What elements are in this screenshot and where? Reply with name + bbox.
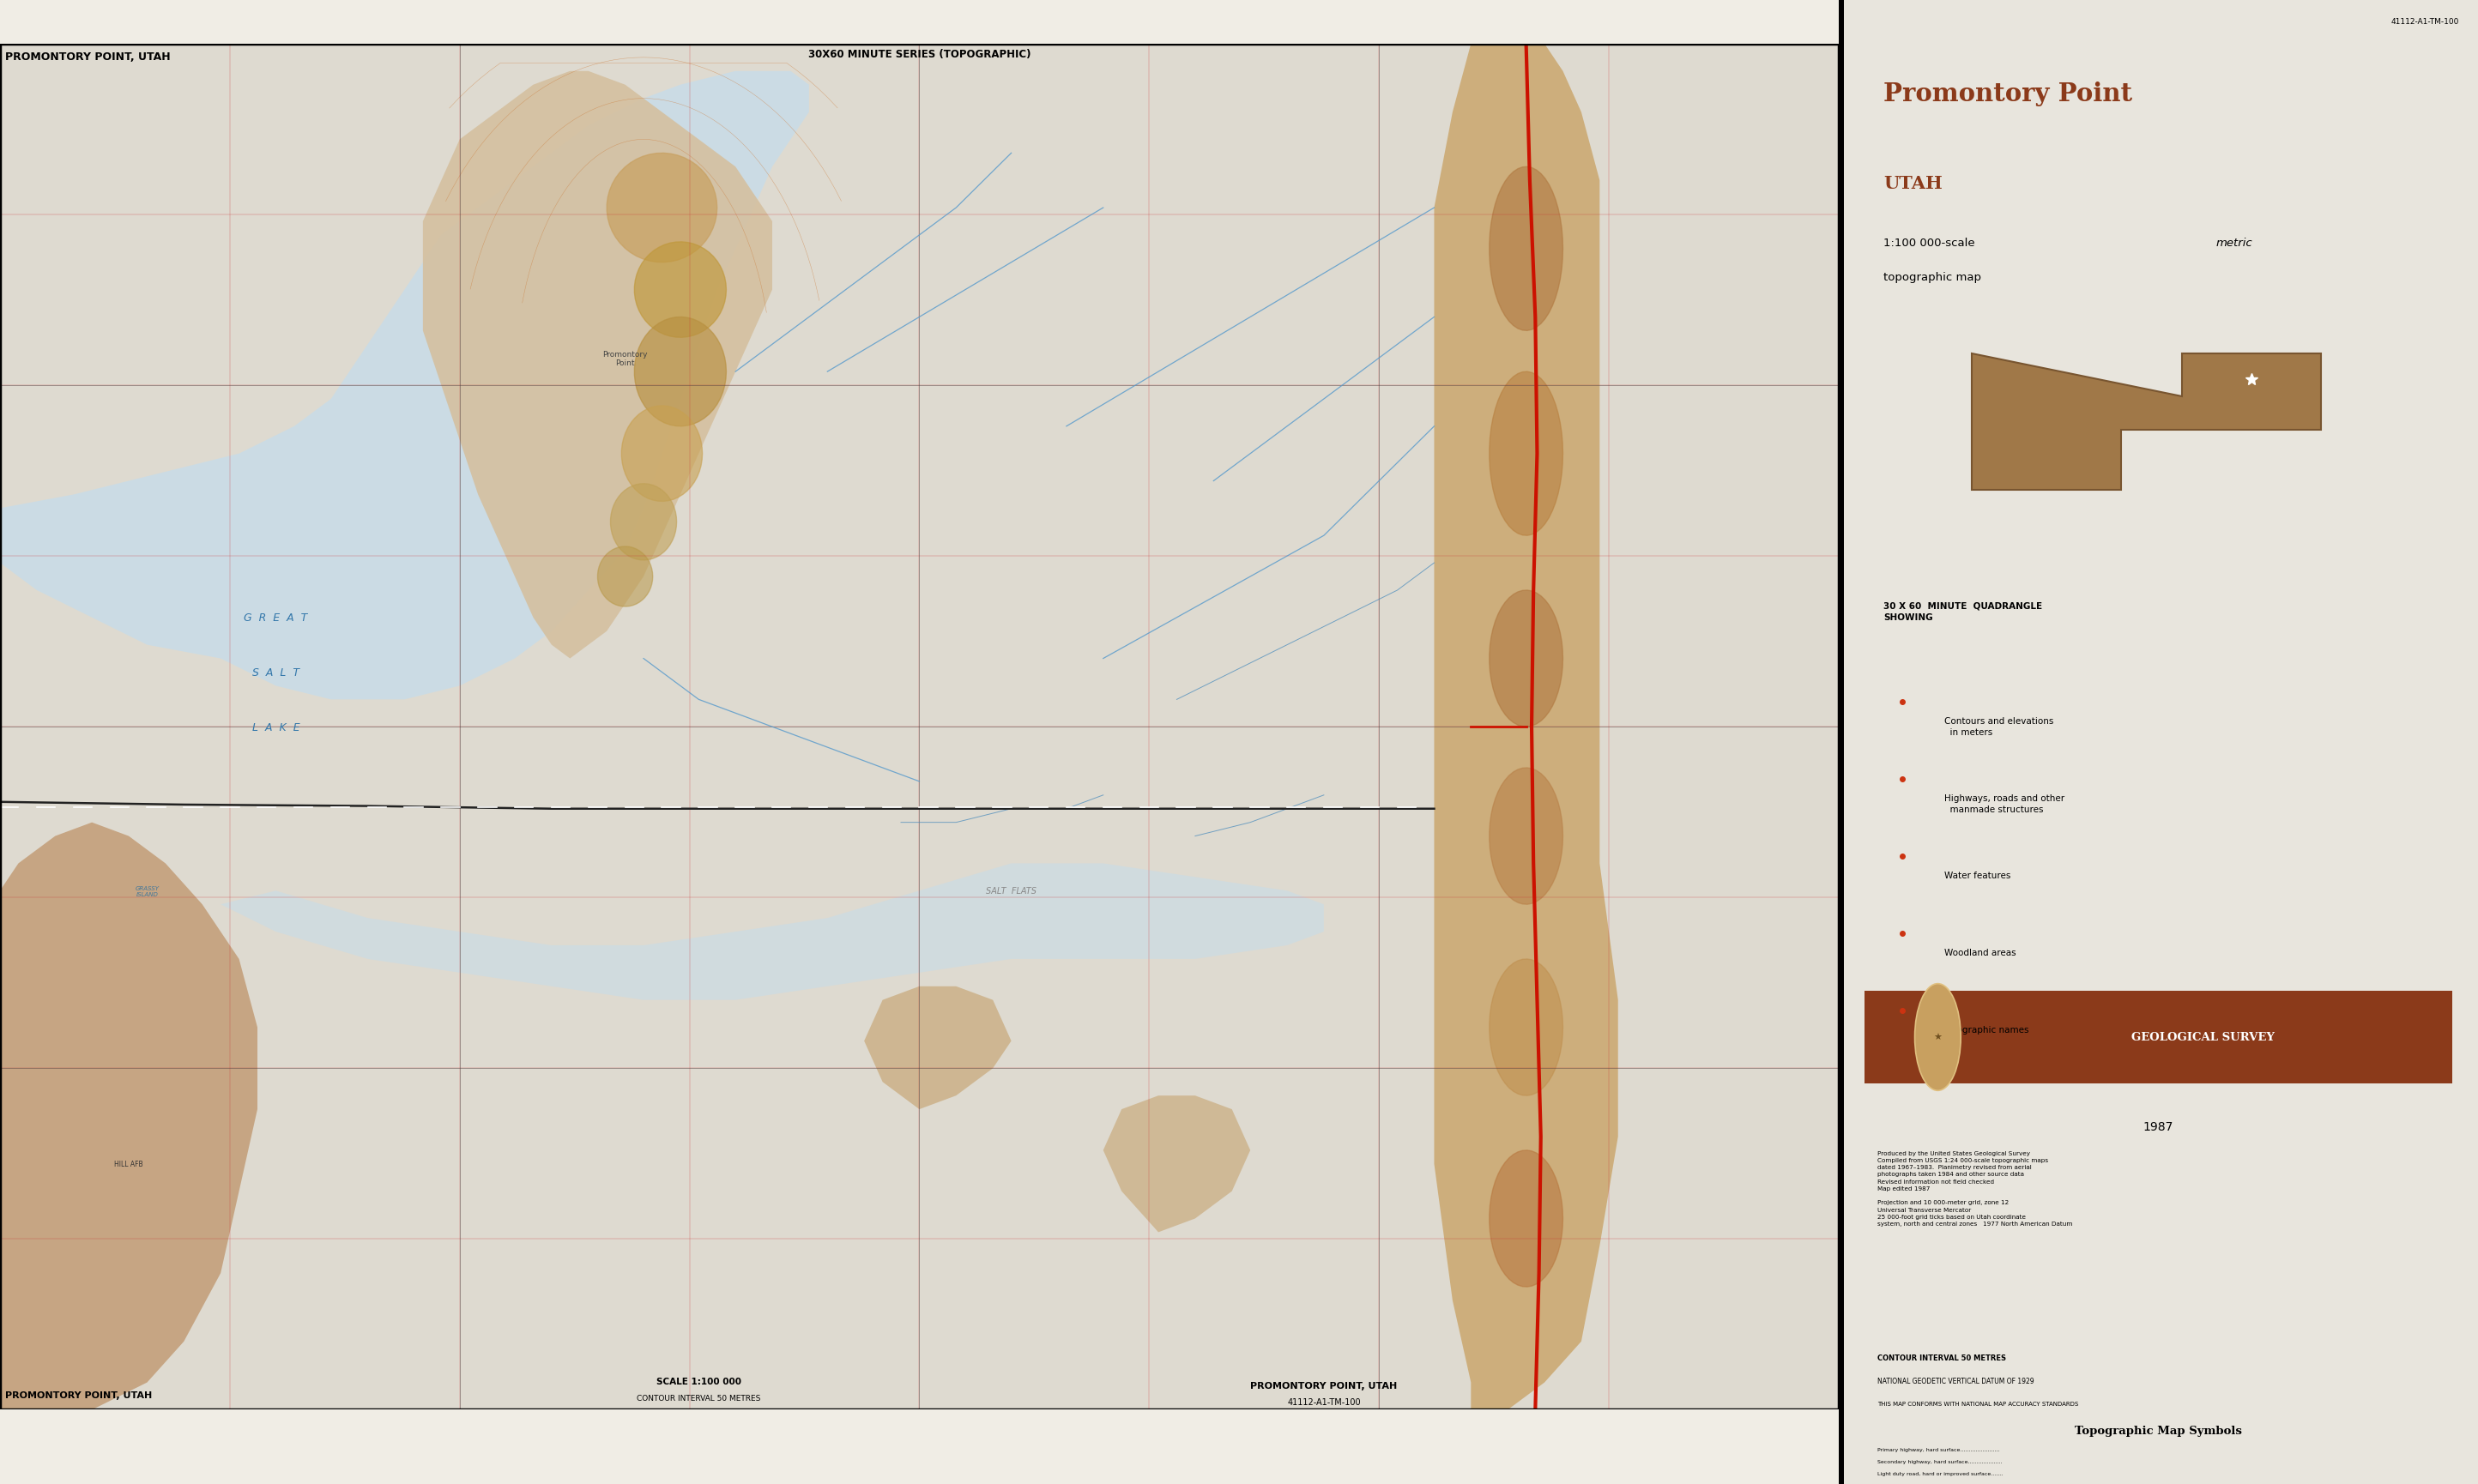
Text: 1987: 1987 bbox=[2143, 1120, 2173, 1132]
Polygon shape bbox=[634, 318, 726, 427]
Text: CONTOUR INTERVAL 50 METRES: CONTOUR INTERVAL 50 METRES bbox=[1876, 1353, 2005, 1361]
Text: GEOLOGICAL SURVEY: GEOLOGICAL SURVEY bbox=[2131, 1031, 2275, 1043]
Text: 30 X 60  MINUTE  QUADRANGLE
SHOWING: 30 X 60 MINUTE QUADRANGLE SHOWING bbox=[1883, 601, 2042, 622]
Text: HILL AFB: HILL AFB bbox=[114, 1160, 144, 1168]
Text: Primary highway, hard surface.......................: Primary highway, hard surface...........… bbox=[1876, 1447, 2000, 1451]
Text: S  A  L  T: S A L T bbox=[253, 666, 300, 678]
Text: Contours and elevations
  in meters: Contours and elevations in meters bbox=[1945, 717, 2054, 736]
Text: 1:100 000-scale: 1:100 000-scale bbox=[1883, 237, 1977, 249]
Text: CONTOUR INTERVAL 50 METRES: CONTOUR INTERVAL 50 METRES bbox=[637, 1393, 761, 1401]
Text: Light duty road, hard or improved surface.......: Light duty road, hard or improved surfac… bbox=[1876, 1471, 2002, 1475]
Text: Promontory
Point: Promontory Point bbox=[602, 350, 647, 367]
Text: L  A  K  E: L A K E bbox=[253, 721, 300, 733]
Polygon shape bbox=[1489, 168, 1564, 331]
Polygon shape bbox=[865, 987, 1011, 1110]
Polygon shape bbox=[1489, 769, 1564, 905]
Text: G  R  E  A  T: G R E A T bbox=[243, 613, 307, 623]
Circle shape bbox=[1915, 984, 1960, 1091]
Polygon shape bbox=[610, 484, 676, 561]
Text: PROMONTORY POINT, UTAH: PROMONTORY POINT, UTAH bbox=[5, 52, 171, 62]
Text: Geographic names: Geographic names bbox=[1945, 1025, 2029, 1034]
Text: Promontory Point: Promontory Point bbox=[1883, 82, 2134, 107]
Text: GRASSY
ISLAND: GRASSY ISLAND bbox=[136, 886, 159, 896]
Text: Woodland areas: Woodland areas bbox=[1945, 948, 2017, 957]
Text: Secondary highway, hard surface....................: Secondary highway, hard surface.........… bbox=[1876, 1459, 2002, 1463]
Polygon shape bbox=[1435, 45, 1618, 1410]
Polygon shape bbox=[0, 71, 808, 700]
Text: topographic map: topographic map bbox=[1883, 272, 1982, 283]
Text: THIS MAP CONFORMS WITH NATIONAL MAP ACCURACY STANDARDS: THIS MAP CONFORMS WITH NATIONAL MAP ACCU… bbox=[1876, 1401, 2079, 1405]
Polygon shape bbox=[1489, 372, 1564, 536]
Text: 41112-A1-TM-100: 41112-A1-TM-100 bbox=[1286, 1396, 1360, 1405]
Text: Topographic Map Symbols: Topographic Map Symbols bbox=[2074, 1425, 2243, 1437]
Text: 41112-A1-TM-100: 41112-A1-TM-100 bbox=[2391, 18, 2458, 25]
Text: ★: ★ bbox=[1933, 1033, 1943, 1042]
Polygon shape bbox=[1489, 591, 1564, 727]
Text: NATIONAL GEODETIC VERTICAL DATUM OF 1929: NATIONAL GEODETIC VERTICAL DATUM OF 1929 bbox=[1876, 1377, 2034, 1385]
Text: metric: metric bbox=[2215, 237, 2253, 249]
Polygon shape bbox=[1489, 959, 1564, 1095]
Bar bbox=[1839, 0, 1844, 1484]
Polygon shape bbox=[597, 548, 652, 607]
Text: 30X60 MINUTE SERIES (TOPOGRAPHIC): 30X60 MINUTE SERIES (TOPOGRAPHIC) bbox=[808, 49, 1031, 59]
Polygon shape bbox=[221, 864, 1323, 1000]
Text: UTAH: UTAH bbox=[1883, 175, 1943, 193]
Polygon shape bbox=[1972, 355, 2322, 490]
Text: PROMONTORY POINT, UTAH: PROMONTORY POINT, UTAH bbox=[1251, 1380, 1398, 1389]
Text: SALT  FLATS: SALT FLATS bbox=[986, 887, 1036, 895]
Text: Produced by the United States Geological Survey
Compiled from USGS 1:24 000-scal: Produced by the United States Geological… bbox=[1876, 1150, 2072, 1226]
Polygon shape bbox=[634, 242, 726, 338]
Polygon shape bbox=[607, 154, 716, 263]
Text: SCALE 1:100 000: SCALE 1:100 000 bbox=[657, 1377, 741, 1385]
Polygon shape bbox=[622, 407, 701, 502]
Text: PROMONTORY POINT, UTAH: PROMONTORY POINT, UTAH bbox=[5, 1391, 154, 1399]
Polygon shape bbox=[1489, 1150, 1564, 1287]
Text: Highways, roads and other
  manmade structures: Highways, roads and other manmade struct… bbox=[1945, 794, 2064, 813]
Text: Water features: Water features bbox=[1945, 871, 2010, 880]
Polygon shape bbox=[0, 822, 258, 1410]
Polygon shape bbox=[1103, 1095, 1251, 1232]
Bar bbox=[1863, 991, 2453, 1083]
Polygon shape bbox=[424, 71, 773, 659]
